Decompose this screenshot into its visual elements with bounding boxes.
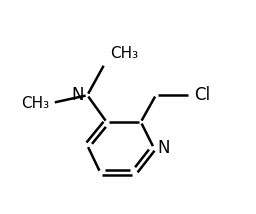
Text: CH₃: CH₃ <box>110 46 138 61</box>
Text: N: N <box>72 86 84 104</box>
Text: N: N <box>157 139 169 157</box>
Text: CH₃: CH₃ <box>21 96 49 111</box>
Text: Cl: Cl <box>194 86 210 104</box>
